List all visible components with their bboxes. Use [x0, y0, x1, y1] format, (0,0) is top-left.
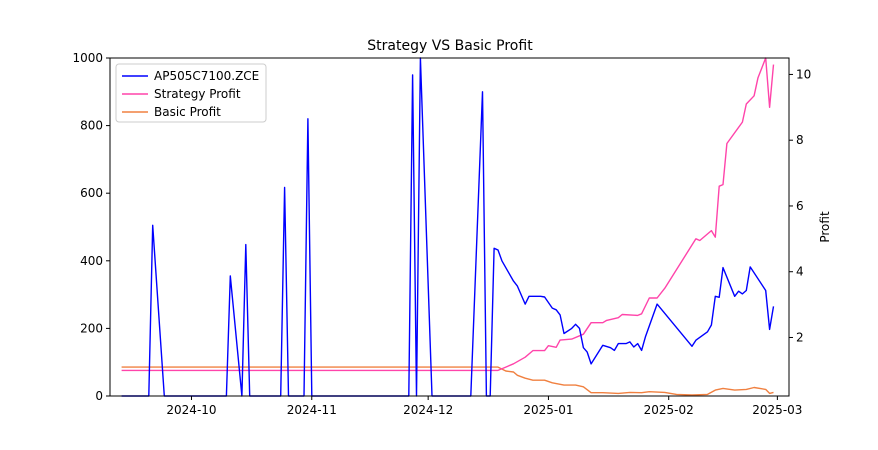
series-line-basic-profit — [121, 366, 774, 396]
legend-box — [115, 63, 267, 123]
x-tick-label: 2024-10 — [166, 403, 216, 417]
y-right-tick-label: 4 — [796, 265, 804, 279]
legend-entry-label: Strategy Profit — [154, 87, 241, 101]
y-left-tick-label: 600 — [80, 186, 103, 200]
legend-entry-label: AP505C7100.ZCE — [154, 69, 259, 83]
y-right-tick-label: 8 — [796, 133, 804, 147]
y-right-tick-label: 2 — [796, 330, 804, 344]
y-left-tick-label: 800 — [80, 119, 103, 133]
axes-layer: 0 200 400 600 800 1000 2 4 6 8 10 2024-10 2024-11 202… — [72, 51, 832, 417]
x-tick-label: 2025-01 — [523, 403, 573, 417]
chart-title: Strategy VS Basic Profit — [367, 38, 533, 54]
y-right-tick-label: 6 — [796, 199, 804, 213]
plot-frame — [109, 57, 790, 397]
x-tick-label: 2024-12 — [403, 403, 453, 417]
y-left-tick-label: 200 — [80, 321, 103, 335]
y-right-tick-label: 10 — [796, 67, 811, 81]
x-tick-label: 2024-11 — [287, 403, 337, 417]
y-left-tick-label: 400 — [80, 254, 103, 268]
series-line-ap505c7100-zce — [121, 57, 775, 397]
y-right-axis-label: Profit — [818, 211, 832, 243]
series-layer — [121, 57, 775, 397]
legend-entry-label: Basic Profit — [154, 105, 221, 119]
y-left-tick-label: 1000 — [72, 51, 103, 65]
series-line-strategy-profit — [121, 57, 775, 372]
legend: AP505C7100.ZCE Strategy Profit Basic Profi… — [115, 63, 267, 123]
x-tick-label: 2025-02 — [644, 403, 694, 417]
y-left-tick-label: 0 — [95, 389, 103, 403]
x-tick-label: 2025-03 — [752, 403, 802, 417]
